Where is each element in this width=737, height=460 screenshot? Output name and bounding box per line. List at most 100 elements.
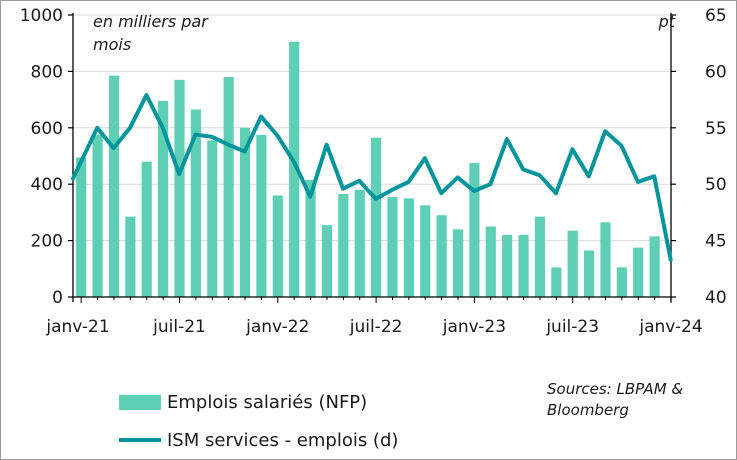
ism-point (129, 127, 131, 129)
ism-point (408, 181, 410, 183)
ism-point (358, 180, 360, 182)
nfp-bar (92, 134, 103, 297)
ism-point (391, 189, 393, 191)
nfp-bar (305, 179, 316, 297)
ism-point (211, 136, 213, 138)
nfp-bar (469, 163, 480, 297)
ism-point (375, 198, 377, 200)
ism-point (178, 173, 180, 175)
ism-point (326, 144, 328, 146)
y-left-tick-label: 600 (31, 119, 63, 139)
nfp-bar (600, 222, 611, 297)
x-tick-label: janv-22 (245, 317, 309, 337)
nfp-bar (436, 215, 447, 297)
legend-swatch-nfp (119, 395, 161, 410)
nfp-bar (141, 161, 152, 297)
nfp-bar (223, 77, 234, 297)
nfp-bar (354, 189, 365, 297)
nfp-bars (76, 41, 660, 297)
x-tick-label: juil-23 (545, 317, 599, 337)
ism-point (637, 181, 639, 183)
nfp-bar (518, 234, 529, 297)
nfp-bar (371, 137, 382, 297)
ism-point (506, 138, 508, 140)
nfp-bar (190, 109, 201, 297)
ism-point (621, 145, 623, 147)
nfp-bar (76, 157, 87, 297)
y-left-tick-label: 200 (31, 232, 63, 252)
x-tick-label: juil-21 (152, 317, 206, 337)
nfp-bar (272, 195, 283, 297)
ism-point (145, 94, 147, 96)
x-tick-label: juil-22 (349, 317, 403, 337)
nfp-bar (256, 134, 267, 297)
ism-point (457, 176, 459, 178)
nfp-bar (649, 236, 660, 297)
ism-point (473, 190, 475, 192)
nfp-bar (452, 229, 464, 297)
nfp-bar (551, 267, 562, 297)
ism-point (604, 130, 606, 132)
nfp-bar (108, 75, 120, 297)
nfp-bar (174, 79, 185, 297)
ism-point (588, 175, 590, 177)
ism-point (227, 144, 229, 146)
nfp-bar (387, 196, 398, 297)
ism-point (72, 178, 74, 180)
ism-point (276, 135, 278, 137)
ism-point (309, 196, 311, 198)
ism-point (653, 175, 655, 177)
ism-point (440, 192, 442, 194)
ism-point (162, 127, 164, 129)
nfp-bar (125, 216, 136, 297)
ism-point (522, 169, 524, 171)
tick-labels: 0 200 400 600 800 1000 40 45 50 55 60 65 janv-21 juil… (20, 6, 727, 337)
ism-point (96, 127, 98, 129)
nfp-bar (420, 205, 431, 297)
left-unit-label-line2: mois (93, 35, 131, 54)
nfp-bar (633, 247, 644, 297)
source-line1: Sources: LBPAM & (547, 380, 683, 398)
ism-point (293, 161, 295, 163)
y-right-tick-label: 60 (705, 62, 727, 82)
ism-point (342, 188, 344, 190)
ism-point (260, 116, 262, 118)
nfp-bar (502, 234, 513, 297)
nfp-bar (584, 250, 595, 297)
y-right-tick-label: 45 (705, 232, 727, 252)
x-tick-label: janv-23 (442, 317, 506, 337)
y-left-tick-label: 0 (52, 288, 63, 308)
nfp-bar (403, 198, 414, 297)
nfp-bar (485, 226, 496, 297)
legend-label-nfp: Emplois salariés (NFP) (167, 392, 367, 413)
ism-point (571, 148, 573, 150)
nfp-bar (289, 41, 300, 297)
nfp-bar (616, 267, 627, 297)
y-right-tick-label: 50 (705, 175, 727, 195)
ism-point (670, 259, 672, 261)
ism-line-group (71, 93, 673, 262)
ism-point (244, 150, 246, 152)
y-right-tick-label: 55 (705, 119, 727, 139)
y-left-tick-label: 1000 (20, 6, 63, 26)
ism-point (424, 157, 426, 159)
nfp-bar (534, 216, 546, 297)
right-unit-label: pt (658, 12, 676, 31)
ism-point (489, 183, 491, 185)
nfp-bar (207, 140, 218, 297)
nfp-bar (321, 225, 333, 297)
ism-point (555, 192, 557, 194)
nfp-bar (338, 194, 349, 297)
ism-point (113, 147, 115, 149)
y-left-tick-label: 800 (31, 62, 63, 82)
ism-point (195, 134, 197, 136)
nfp-bar (158, 101, 169, 297)
ism-point (539, 174, 541, 176)
x-tick-label: janv-24 (638, 317, 702, 337)
y-right-tick-label: 65 (705, 6, 727, 26)
source-line2: Bloomberg (547, 401, 629, 419)
y-left-tick-label: 400 (31, 175, 63, 195)
left-unit-label-line1: en milliers par (93, 12, 209, 31)
